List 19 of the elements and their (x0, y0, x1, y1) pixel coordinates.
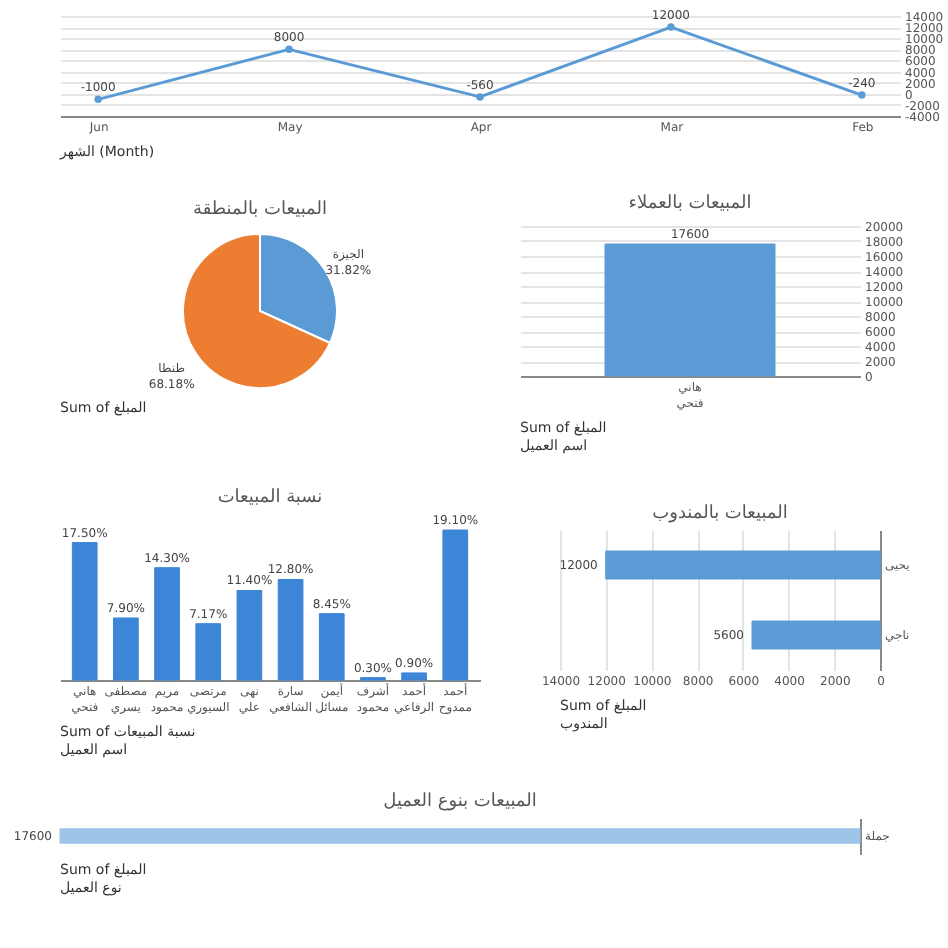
point (285, 45, 293, 54)
chart-title: المبيعات بنوع العميل (383, 792, 537, 812)
point (94, 95, 102, 104)
bar (154, 567, 180, 681)
bar (318, 613, 345, 681)
bar (113, 617, 139, 681)
chart-title: المبيعات بالمنطقة (193, 200, 327, 220)
chart-title: المبيعات بالعملاء (628, 194, 752, 214)
bar (442, 529, 469, 681)
point (667, 23, 675, 31)
bar (195, 623, 222, 681)
point (476, 93, 484, 101)
bar (71, 542, 98, 681)
chart-title: المبيعات بالمندوب (652, 504, 788, 524)
bar (277, 578, 304, 681)
bar (236, 589, 263, 681)
point (858, 91, 866, 99)
bar (401, 672, 427, 681)
chart-title: نسبة المبيعات (217, 488, 323, 508)
